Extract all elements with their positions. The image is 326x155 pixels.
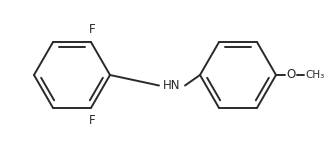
Text: CH₃: CH₃ [305, 70, 324, 80]
Text: O: O [286, 69, 295, 82]
Text: HN: HN [163, 79, 181, 92]
Text: F: F [89, 114, 95, 127]
Text: F: F [89, 23, 95, 36]
